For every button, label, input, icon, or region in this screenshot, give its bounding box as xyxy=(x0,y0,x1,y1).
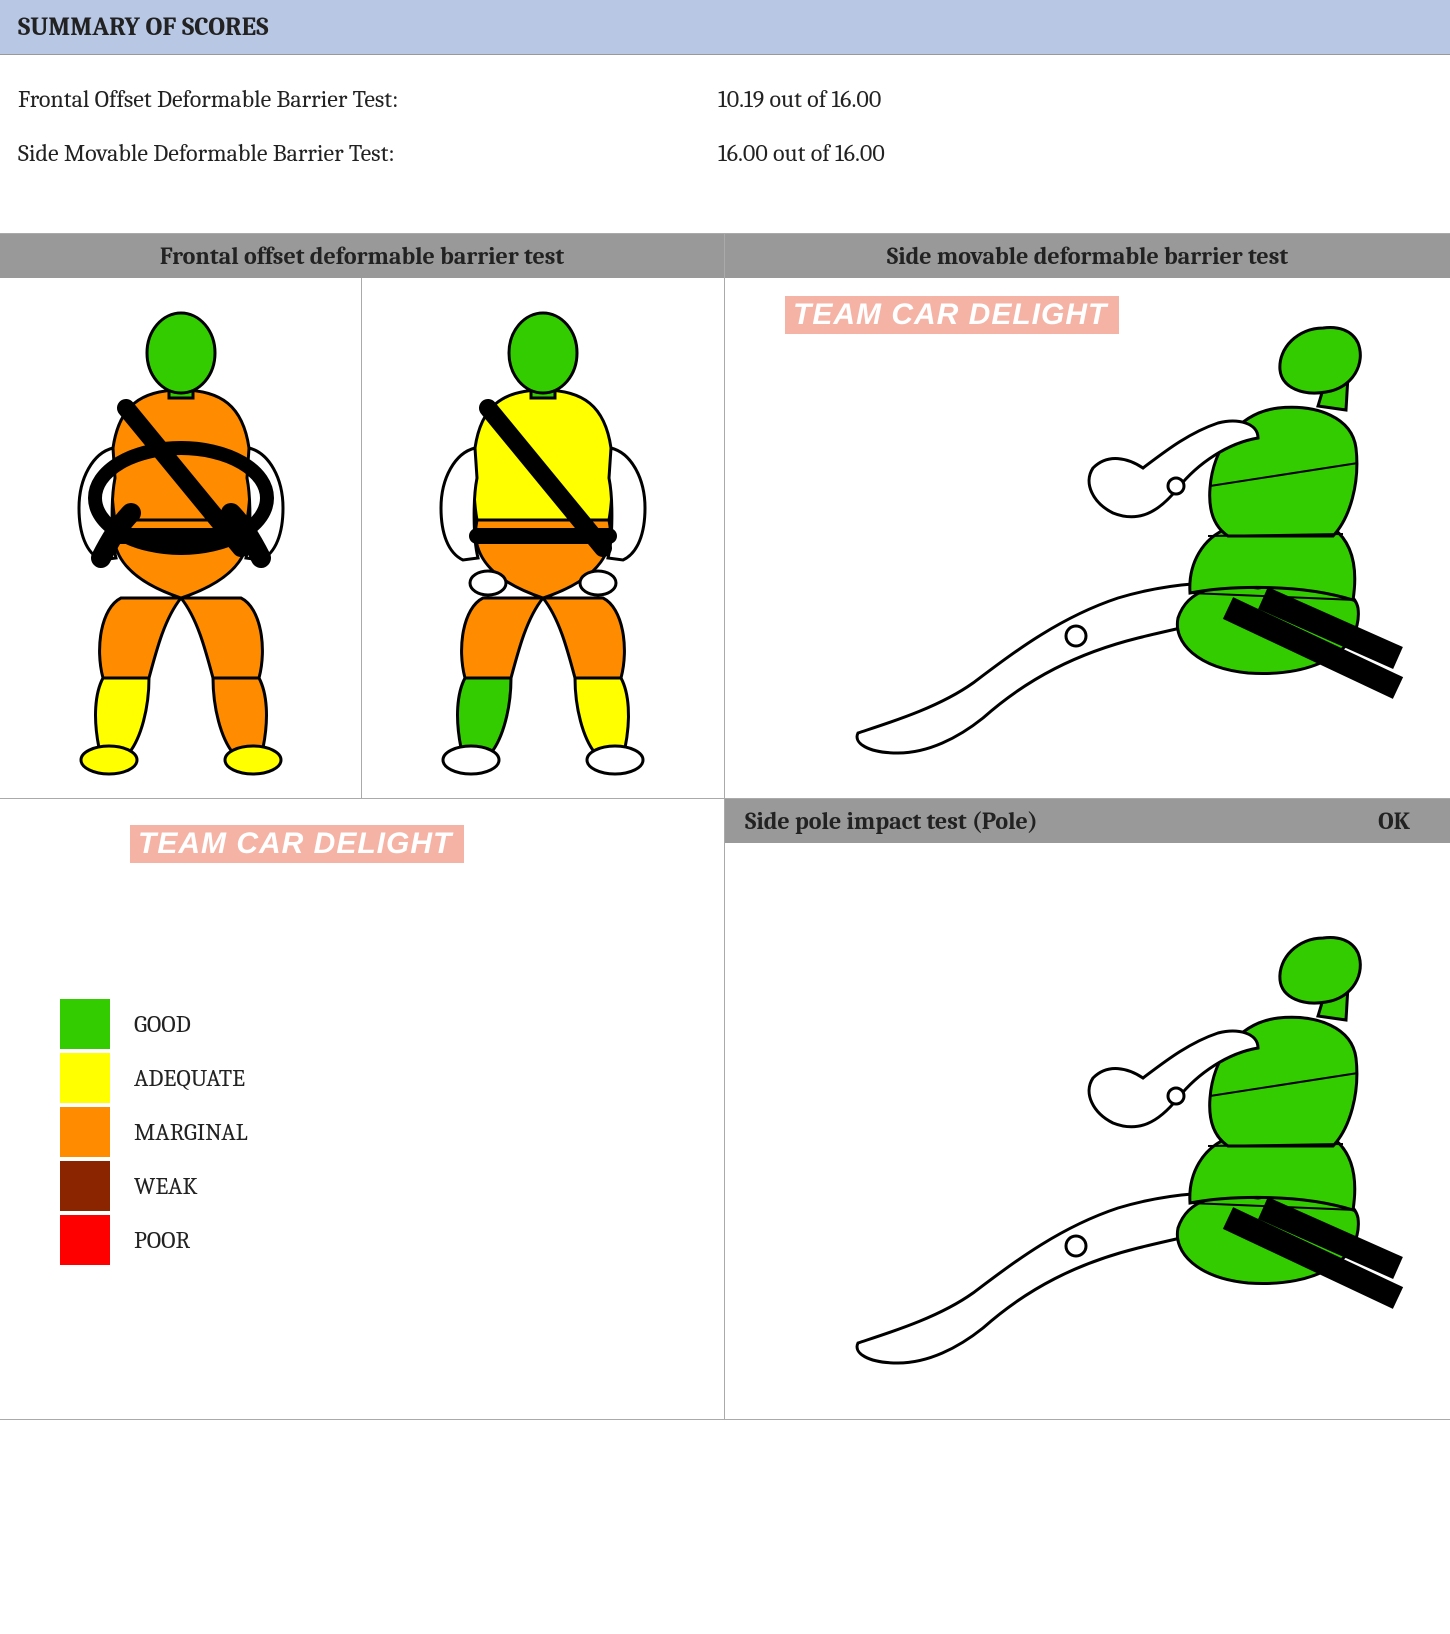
panel-side: Side movable deformable barrier test TEA… xyxy=(725,234,1450,799)
summary-header: SUMMARY OF SCORES xyxy=(0,0,1450,55)
legend: GOOD ADEQUATE MARGINAL WEAK POOR xyxy=(60,999,248,1269)
panel-pole-header: Side pole impact test (Pole) OK xyxy=(725,799,1450,843)
panel-pole-title: Side pole impact test (Pole) xyxy=(745,807,1038,835)
legend-row-marginal: MARGINAL xyxy=(60,1107,248,1157)
frontal-passenger-figure xyxy=(362,278,724,798)
score-value: 16.00 out of 16.00 xyxy=(718,139,885,167)
legend-label: GOOD xyxy=(134,1010,191,1038)
side-dummy-figure xyxy=(758,288,1418,788)
pole-dummy-figure xyxy=(758,858,1418,1398)
legend-label: WEAK xyxy=(134,1172,198,1200)
score-row: Side Movable Deformable Barrier Test: 16… xyxy=(18,139,1432,167)
score-label: Frontal Offset Deformable Barrier Test: xyxy=(18,85,718,113)
legend-swatch xyxy=(60,1161,110,1211)
panel-side-title: Side movable deformable barrier test xyxy=(725,234,1450,278)
score-value: 10.19 out of 16.00 xyxy=(718,85,881,113)
legend-swatch xyxy=(60,1107,110,1157)
legend-swatch xyxy=(60,1053,110,1103)
legend-label: ADEQUATE xyxy=(134,1064,245,1092)
panel-pole: Side pole impact test (Pole) OK xyxy=(725,799,1450,1420)
results-grid: Frontal offset deformable barrier test S… xyxy=(0,233,1450,1420)
legend-swatch xyxy=(60,1215,110,1265)
watermark: TEAM CAR DELIGHT xyxy=(785,296,1119,334)
legend-label: MARGINAL xyxy=(134,1118,248,1146)
legend-row-weak: WEAK xyxy=(60,1161,248,1211)
score-row: Frontal Offset Deformable Barrier Test: … xyxy=(18,85,1432,113)
frontal-driver-figure xyxy=(0,278,362,798)
panel-frontal-title: Frontal offset deformable barrier test xyxy=(0,234,724,278)
panel-legend: TEAM CAR DELIGHT GOOD ADEQUATE MARGINAL … xyxy=(0,799,725,1420)
scores-block: Frontal Offset Deformable Barrier Test: … xyxy=(0,55,1450,233)
legend-label: POOR xyxy=(134,1226,190,1254)
panel-frontal: Frontal offset deformable barrier test xyxy=(0,234,725,799)
panel-pole-status: OK xyxy=(1378,807,1410,835)
legend-row-adequate: ADEQUATE xyxy=(60,1053,248,1103)
legend-swatch xyxy=(60,999,110,1049)
watermark: TEAM CAR DELIGHT xyxy=(130,825,464,863)
legend-row-good: GOOD xyxy=(60,999,248,1049)
legend-row-poor: POOR xyxy=(60,1215,248,1265)
score-label: Side Movable Deformable Barrier Test: xyxy=(18,139,718,167)
